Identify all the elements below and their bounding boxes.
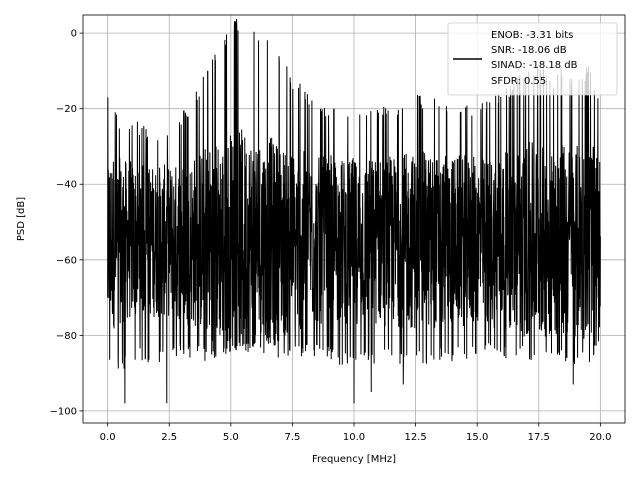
psd-line-path: [107, 18, 601, 404]
legend-enob: ENOB: -3.31 bits: [491, 30, 573, 41]
legend-sinad: SINAD: -18.18 dB: [491, 60, 578, 71]
y-tick-label: −40: [56, 180, 77, 191]
legend-box: [447, 22, 618, 96]
legend-snr: SNR: -18.06 dB: [491, 45, 567, 56]
y-tick-label: −20: [56, 104, 77, 115]
x-tick-label: 0.0: [100, 432, 116, 443]
x-tick-label: 5.0: [223, 432, 239, 443]
x-tick-label: 7.5: [284, 432, 300, 443]
x-axis: 0.0 2.5 5.0 7.5 10.0 12.5 15.0 17.5 20.0: [100, 423, 611, 443]
x-tick-label: 15.0: [466, 432, 488, 443]
y-tick-label: 0: [71, 29, 77, 40]
legend-sfdr: SFDR: 0.55: [491, 76, 546, 87]
x-tick-label: 12.5: [404, 432, 426, 443]
x-tick-label: 10.0: [343, 432, 365, 443]
y-axis-label: PSD [dB]: [16, 197, 27, 241]
x-tick-label: 2.5: [161, 432, 177, 443]
psd-series-line: [107, 18, 601, 404]
x-tick-label: 17.5: [528, 432, 550, 443]
y-tick-label: −60: [56, 255, 77, 266]
y-tick-label: −100: [50, 406, 77, 417]
y-tick-label: −80: [56, 331, 77, 342]
y-axis: 0 −20 −40 −60 −80 −100: [50, 29, 83, 417]
legend: ENOB: -3.31 bits SNR: -18.06 dB SINAD: -…: [447, 22, 618, 96]
x-tick-label: 20.0: [589, 432, 611, 443]
x-axis-label: Frequency [MHz]: [312, 454, 396, 465]
